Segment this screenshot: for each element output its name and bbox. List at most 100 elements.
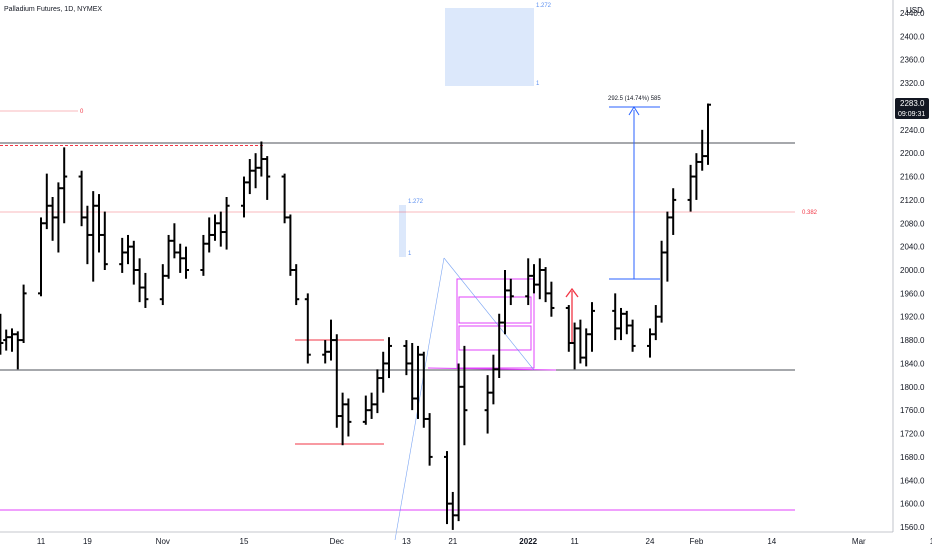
- time-tick-label: 24: [646, 537, 655, 546]
- ohlc-bar: [0, 313, 4, 355]
- ohlc-bar: [136, 258, 143, 303]
- ohlc-bar: [705, 103, 711, 165]
- price-tick-label: 2040.0: [900, 243, 925, 252]
- ohlc-bar: [577, 319, 584, 364]
- ohlc-bar: [386, 337, 392, 379]
- time-tick-label: Feb: [690, 537, 704, 546]
- price-tick-label: 1680.0: [900, 453, 925, 462]
- price-tick-label: 1720.0: [900, 430, 925, 439]
- ohlc-bar: [3, 329, 10, 351]
- ohlc-bar: [612, 293, 619, 341]
- price-tick-label: 1760.0: [900, 406, 925, 415]
- price-tick-label: 1600.0: [900, 500, 925, 509]
- ohlc-bar: [130, 240, 137, 285]
- trend-line-down[interactable]: [443, 257, 535, 371]
- ohlc-bar: [264, 156, 271, 200]
- up-arrow-head: [565, 287, 579, 298]
- price-tick-label: 1960.0: [900, 289, 925, 298]
- ohlc-bar: [177, 243, 184, 273]
- time-tick-label: 14: [767, 537, 776, 546]
- ohlc-bar: [699, 129, 706, 171]
- ohlc-bar: [20, 284, 27, 344]
- last-price-badge: [895, 98, 929, 119]
- measure-label: 292.5 (14.74%) 585: [608, 96, 661, 102]
- ohlc-bar: [484, 375, 491, 434]
- ohlc-bar: [96, 194, 102, 253]
- ohlc-bar: [496, 313, 503, 379]
- time-tick-label: Mar: [852, 537, 866, 546]
- price-tick-label: 2440.0: [900, 9, 925, 18]
- last-price-value: 2283.0: [900, 99, 925, 108]
- ohlc-bar: [531, 264, 537, 294]
- time-tick-label: Dec: [330, 537, 344, 546]
- ohlc-bar: [449, 491, 456, 530]
- ohlc-bar: [293, 264, 300, 306]
- ohlc-bar: [55, 182, 62, 253]
- chart-title: Palladium Futures, 1D, NYMEX: [4, 6, 102, 13]
- price-tick-label: 1880.0: [900, 336, 925, 345]
- time-tick-label: 19: [83, 537, 92, 546]
- consolidation-base-line[interactable]: [427, 367, 557, 371]
- ohlc-bar: [565, 305, 572, 352]
- price-tick-label: 2120.0: [900, 196, 925, 205]
- ohlc-bar: [548, 281, 555, 317]
- ohlc-bar: [455, 363, 462, 522]
- ohlc-bar: [652, 305, 659, 341]
- consolidation-box-upper[interactable]: [458, 296, 532, 324]
- ohlc-bar: [380, 351, 387, 393]
- time-tick-label: 21: [448, 537, 457, 546]
- ohlc-bar: [200, 234, 207, 276]
- fib-mid-one-label: 1: [408, 251, 412, 257]
- ohlc-bar: [241, 176, 247, 218]
- ohlc-bar: [119, 237, 126, 273]
- ohlc-bar: [542, 267, 549, 303]
- price-tick-label: 2080.0: [900, 219, 925, 228]
- ohlc-bar: [14, 331, 21, 370]
- price-axis[interactable]: 1560.0 1600.0 1640.0 1680.0 1720.0 1760.0 1800…: [900, 9, 925, 532]
- ohlc-bar: [328, 319, 334, 361]
- ohlc-bar: [658, 240, 665, 323]
- ohlc-bar: [9, 328, 15, 352]
- ohlc-bar: [670, 188, 677, 235]
- last-price-countdown: 09:09:31: [898, 111, 925, 118]
- time-axis[interactable]: 1119Nov15Dec132120221124Feb14Mar1422: [37, 537, 932, 546]
- ohlc-bar: [420, 351, 427, 428]
- ohlc-bar: [212, 214, 218, 241]
- ohlc-bar: [90, 191, 97, 282]
- time-tick-label: 14: [930, 537, 932, 546]
- ohlc-bar: [345, 398, 352, 437]
- ohlc-bar: [142, 272, 149, 308]
- ohlc-bar: [61, 147, 68, 224]
- ohlc-bar: [258, 141, 265, 177]
- ohlc-bar: [502, 270, 508, 335]
- ohlc-bar: [333, 334, 340, 428]
- trend-line-up[interactable]: [394, 257, 445, 541]
- ohlc-bar: [583, 328, 590, 367]
- price-tick-label: 2400.0: [900, 32, 925, 41]
- price-tick-label: 1840.0: [900, 359, 925, 368]
- price-tick-label: 1560.0: [900, 523, 925, 532]
- consolidation-box-lower[interactable]: [458, 325, 532, 351]
- ohlc-bar: [362, 395, 369, 425]
- price-tick-label: 2000.0: [900, 266, 925, 275]
- ohlc-bar: [647, 328, 653, 358]
- time-tick-label: 11: [37, 537, 46, 546]
- ohlc-bar: [171, 223, 178, 259]
- ohlc-bar: [461, 345, 468, 446]
- ohlc-bar: [183, 246, 189, 279]
- consolidation-box-outer[interactable]: [456, 278, 535, 369]
- ohlc-bar: [403, 340, 410, 376]
- ohlc-bar: [415, 345, 421, 419]
- ohlc-bar: [409, 343, 416, 411]
- fib-one-label: 1: [536, 81, 540, 87]
- fib-mid-label: 1.272: [408, 199, 424, 205]
- fib-small-box: [399, 205, 406, 257]
- ohlc-bar: [281, 173, 288, 224]
- time-tick-label: Nov: [156, 537, 170, 546]
- price-tick-label: 2360.0: [900, 56, 925, 65]
- price-tick-label: 2320.0: [900, 79, 925, 88]
- fib-382-label: 0.382: [802, 210, 818, 216]
- ohlc-bar: [49, 196, 56, 241]
